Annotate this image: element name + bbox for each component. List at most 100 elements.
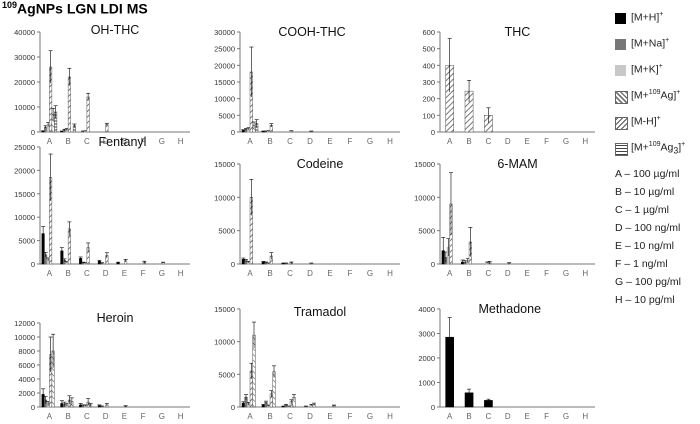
figure-title: 109AgNPs LGN LDI MS [2,0,148,17]
x-tick-label: E [122,137,127,146]
concentration-label: B – 10 µg/ml [615,186,675,198]
panel-title: COOH-THC [278,25,345,39]
y-tick-label: 200 [422,95,435,104]
title-superscript: 109 [2,0,18,10]
x-tick-label: E [525,137,530,146]
x-tick-label: D [505,412,511,421]
legend-label: [M+109Ag]+ [631,89,681,102]
y-tick-label: 0 [431,128,435,137]
y-tick-label: 20000 [214,61,235,70]
x-tick-label: A [447,269,453,278]
x-tick-label: B [267,269,272,278]
y-tick-label: 0 [31,128,35,137]
x-tick-label: H [178,137,184,146]
x-tick-label: H [387,412,393,421]
y-tick-label: 30000 [214,28,235,37]
y-tick-label: 0 [231,403,235,412]
x-tick-label: A [47,137,53,146]
panel-title: Codeine [297,157,344,171]
x-tick-label: G [367,269,373,278]
y-tick-label: 600 [422,28,435,37]
y-tick-label: 10000 [214,338,235,347]
x-tick-label: G [367,412,373,421]
x-tick-label: D [103,269,109,278]
x-tick-label: B [267,137,272,146]
y-tick-label: 1000 [418,379,435,388]
y-tick-label: 20000 [14,78,35,87]
x-tick-label: A [447,137,453,146]
y-tick-label: 12000 [14,319,35,328]
y-tick-label: 10000 [14,213,35,222]
concentration-label: E – 10 ng/ml [615,240,674,252]
y-tick-label: 10000 [14,103,35,112]
chart-panel-fentanyl: Fentanyl 0 5000 10000 15000 20000 25000 A B C D E F G… [14,135,190,278]
y-tick-label: 30000 [14,53,35,62]
panel-title: THC [505,25,531,39]
x-tick-label: F [348,269,353,278]
x-tick-label: C [287,412,293,421]
y-tick-label: 5000 [418,227,435,236]
x-tick-label: B [65,269,70,278]
x-tick-label: G [367,137,373,146]
legend-label: [M+Na]+ [631,37,670,50]
x-tick-label: B [466,412,471,421]
y-tick-label: 10000 [414,193,435,202]
x-tick-label: E [327,412,332,421]
legend-swatch [615,143,628,156]
x-tick-label: G [563,137,569,146]
y-tick-label: 8000 [18,347,35,356]
chart-panel-codeine: Codeine 0 5000 10000 15000 A B C D E F G H [214,157,400,278]
y-tick-label: 5000 [218,111,235,120]
concentration-label: A – 100 µg/ml [615,168,680,180]
x-tick-label: E [525,269,530,278]
x-tick-label: F [544,412,549,421]
legend-swatch [615,39,626,50]
y-tick-label: 4000 [18,375,35,384]
x-tick-label: C [287,137,293,146]
y-tick-label: 0 [31,260,35,269]
concentration-label: C – 1 µg/ml [615,204,669,216]
x-tick-label: D [505,269,511,278]
x-tick-label: H [582,137,588,146]
legend-label: [M+109Ag3]+ [631,141,686,156]
x-tick-label: B [466,269,471,278]
y-tick-label: 5000 [218,227,235,236]
legend-swatch [615,13,626,24]
y-tick-label: 0 [31,403,35,412]
title-text: AgNPs LGN LDI MS [17,0,148,17]
x-tick-label: C [486,412,492,421]
x-tick-label: C [287,269,293,278]
panel-title: 6-MAM [497,157,537,171]
y-tick-label: 15000 [214,160,235,169]
panel-title: Fentanyl [99,135,147,149]
chart-panel-tramadol: Tramadol 0 5000 10000 15000 A B C D E F G H [214,305,400,421]
x-tick-label: A [47,269,53,278]
concentration-label: F – 1 ng/ml [615,258,668,270]
x-tick-label: G [563,269,569,278]
y-tick-label: 0 [431,403,435,412]
y-tick-label: 15000 [414,160,435,169]
x-tick-label: A [247,412,253,421]
x-tick-label: E [122,269,127,278]
panel-title: OH-THC [91,23,140,37]
x-tick-label: A [447,412,453,421]
concentration-label: H – 10 pg/ml [615,294,675,306]
x-tick-label: H [387,137,393,146]
x-tick-label: H [178,269,184,278]
x-tick-label: C [84,412,90,421]
legend: [M+H]+ [M+Na]+ [M+K]+ [M+109Ag]+ [M-H]+ [M+10… [615,0,700,424]
legend-swatch [615,65,626,76]
x-tick-label: B [65,412,70,421]
panel-title: Tramadol [294,305,346,319]
y-tick-label: 15000 [214,305,235,314]
x-tick-label: E [525,412,530,421]
x-tick-label: B [466,137,471,146]
y-tick-label: 25000 [214,45,235,54]
y-tick-label: 2000 [18,389,35,398]
y-tick-label: 15000 [214,78,235,87]
chart-panel-thc: THC 0 100 200 300 400 500 600 A B C D E F G H [422,25,595,146]
x-tick-label: A [47,412,53,421]
x-tick-label: E [327,137,332,146]
chart-panel-methadone: Methadone 0 1000 2000 3000 4000 A B C D E F G H [418,302,595,421]
